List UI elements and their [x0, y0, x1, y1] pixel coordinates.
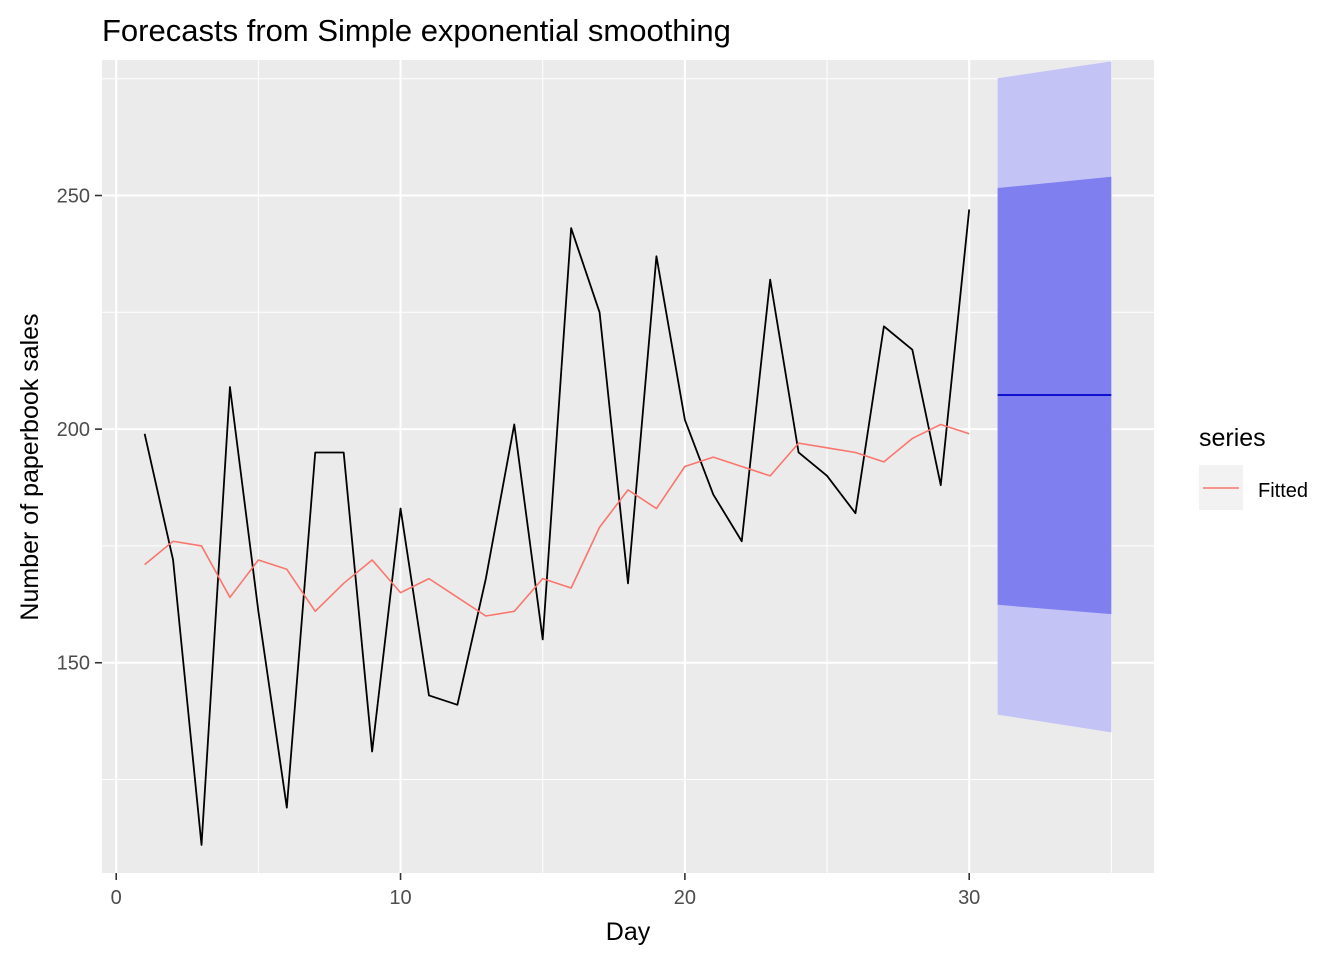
y-tick-label: 250: [57, 186, 90, 208]
legend: series Fitted: [1199, 424, 1308, 510]
major-gridlines: [102, 60, 1154, 873]
legend-title: series: [1199, 424, 1266, 452]
fitted-series-line: [144, 423, 970, 617]
y-tick-label: 150: [57, 653, 90, 675]
series-lines: [143, 209, 1112, 846]
observed-series-line: [143, 209, 971, 846]
plot-panel: [102, 60, 1154, 873]
x-tick-label: 10: [389, 887, 411, 909]
chart-title: Forecasts from Simple exponential smooth…: [102, 13, 731, 48]
x-axis-title: Day: [606, 918, 651, 946]
x-tick-label: 0: [111, 887, 122, 909]
legend-label-fitted: Fitted: [1258, 480, 1308, 502]
prediction-intervals: [997, 61, 1112, 733]
y-axis-title: Number of paperbook sales: [16, 313, 44, 620]
x-tick-label: 20: [674, 887, 696, 909]
x-tick-label: 30: [958, 887, 980, 909]
axis-ticks: 0 10 20 30 150 200 250: [57, 186, 981, 910]
y-tick-label: 200: [57, 419, 90, 441]
